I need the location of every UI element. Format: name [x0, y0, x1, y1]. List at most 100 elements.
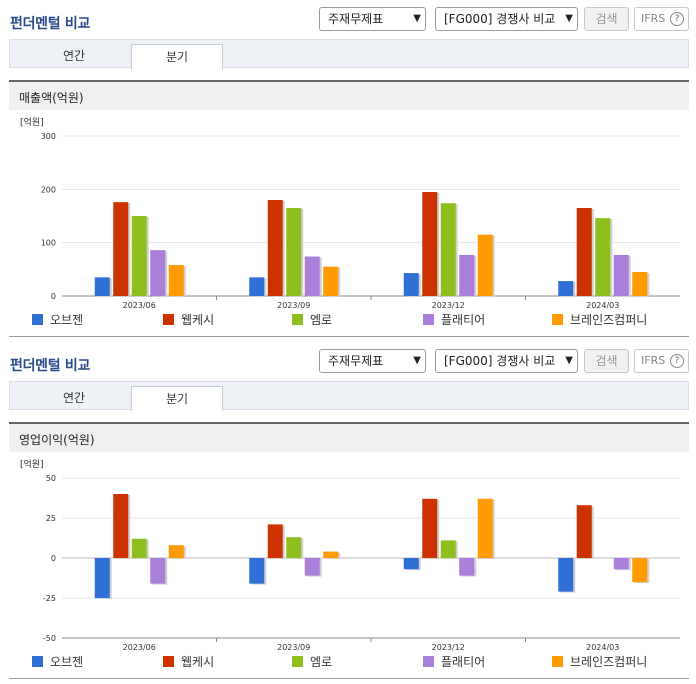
competitor-select[interactable]: [FG000] 경쟁사 비교 ▼ — [435, 349, 578, 373]
legend-swatch — [32, 656, 43, 667]
ifrs-label: IFRS — [641, 354, 666, 367]
bar-0-3 — [150, 250, 166, 296]
legend-swatch — [32, 314, 43, 325]
help-icon[interactable]: ? — [670, 12, 684, 26]
legend-item[interactable]: 플래티어 — [423, 311, 485, 328]
tab-annual[interactable]: 연간 — [62, 49, 86, 63]
legend-swatch — [552, 656, 563, 667]
bar-2-0 — [403, 273, 419, 296]
x-tick-label: 2024/03 — [586, 301, 619, 310]
legend-swatch — [552, 314, 563, 325]
tab-annual[interactable]: 연간 — [62, 391, 86, 405]
unit-label: [억원] — [20, 458, 44, 470]
legend-item[interactable]: 엠로 — [292, 311, 332, 328]
competitor-select-value: [FG000] 경쟁사 비교 — [444, 354, 556, 368]
statement-select[interactable]: 주재무제표 ▼ — [319, 349, 426, 373]
y-tick-label: 100 — [41, 239, 56, 248]
chevron-down-icon: ▼ — [565, 355, 573, 366]
legend-label: 플래티어 — [441, 655, 486, 669]
bar-1-2 — [286, 537, 302, 558]
tab-quarterly[interactable]: 분기 — [131, 386, 223, 411]
section-header: 영업이익(억원) — [9, 422, 689, 452]
chevron-down-icon: ▼ — [413, 13, 421, 24]
search-button[interactable]: 검색 — [584, 7, 629, 31]
bar-3-4 — [632, 558, 648, 582]
bar-0-3 — [150, 558, 166, 584]
bar-3-3 — [613, 254, 629, 296]
bar-2-1 — [422, 192, 438, 296]
bar-1-4 — [323, 266, 339, 296]
divider — [9, 336, 689, 337]
y-tick-label: 0 — [51, 292, 56, 301]
legend-item[interactable]: 오브젠 — [32, 653, 83, 670]
bar-3-3 — [613, 558, 629, 570]
bar-2-0 — [403, 558, 419, 570]
legend-label: 오브젠 — [50, 313, 84, 327]
chevron-down-icon: ▼ — [565, 13, 573, 24]
legend-item[interactable]: 브레인즈컴퍼니 — [552, 311, 647, 328]
legend-item[interactable]: 웹케시 — [163, 311, 214, 328]
bar-0-1 — [113, 494, 129, 558]
bar-3-0 — [558, 558, 574, 592]
panel-title: 펀더멘털 비교 — [10, 358, 91, 374]
y-tick-label: 50 — [46, 474, 56, 483]
x-tick-label: 2023/06 — [123, 301, 156, 310]
ifrs-button[interactable]: IFRS ? — [634, 349, 689, 373]
bar-3-0 — [558, 281, 574, 296]
bar-3-1 — [576, 208, 592, 296]
panel-title: 펀더멘털 비교 — [10, 16, 91, 32]
legend-label: 웹케시 — [181, 655, 215, 669]
fundamental-panel-operating-profit: 펀더멘털 비교 주재무제표 ▼ [FG000] 경쟁사 비교 ▼ 검색 IFRS… — [0, 342, 696, 684]
bar-3-1 — [576, 505, 592, 558]
bar-3-2 — [595, 218, 611, 296]
ifrs-button[interactable]: IFRS ? — [634, 7, 689, 31]
bar-2-1 — [422, 498, 438, 558]
legend-label: 브레인즈컴퍼니 — [570, 655, 648, 669]
legend-swatch — [423, 314, 434, 325]
bar-1-3 — [304, 256, 320, 296]
bar-1-3 — [304, 558, 320, 576]
legend-label: 엠로 — [310, 655, 333, 669]
legend-item[interactable]: 브레인즈컴퍼니 — [552, 653, 647, 670]
tab-quarterly[interactable]: 분기 — [131, 44, 223, 69]
period-tabs: 연간 분기 — [9, 39, 689, 69]
section-header: 매출액(억원) — [9, 80, 689, 110]
legend-swatch — [163, 314, 174, 325]
legend-item[interactable]: 웹케시 — [163, 653, 214, 670]
x-tick-label: 2024/03 — [586, 643, 619, 652]
bar-3-4 — [632, 272, 648, 296]
divider — [9, 678, 689, 679]
legend-swatch — [292, 656, 303, 667]
statement-select-value: 주재무제표 — [328, 12, 384, 26]
legend-swatch — [423, 656, 434, 667]
statement-select[interactable]: 주재무제표 ▼ — [319, 7, 426, 31]
bar-1-1 — [267, 200, 283, 296]
bar-0-0 — [94, 277, 110, 296]
panel-header: 펀더멘털 비교 주재무제표 ▼ [FG000] 경쟁사 비교 ▼ 검색 IFRS… — [0, 342, 696, 376]
bar-1-2 — [286, 208, 302, 296]
bar-1-0 — [249, 558, 265, 584]
competitor-select[interactable]: [FG000] 경쟁사 비교 ▼ — [435, 7, 578, 31]
bar-0-4 — [168, 545, 184, 558]
legend-item[interactable]: 오브젠 — [32, 311, 83, 328]
bar-0-2 — [131, 538, 147, 558]
bar-2-2 — [440, 540, 456, 558]
bar-1-1 — [267, 524, 283, 558]
ifrs-label: IFRS — [641, 12, 666, 25]
bar-0-4 — [168, 265, 184, 296]
help-icon[interactable]: ? — [670, 354, 684, 368]
search-button[interactable]: 검색 — [584, 349, 629, 373]
revenue-chart: [억원] 0 100 200 300 2023/06 2023/09 2023/12 2024/… — [20, 116, 680, 310]
bar-2-4 — [477, 234, 493, 296]
section-title: 매출액(억원) — [19, 91, 84, 105]
legend-item[interactable]: 엠로 — [292, 653, 332, 670]
legend-item[interactable]: 플래티어 — [423, 653, 485, 670]
legend-swatch — [163, 656, 174, 667]
legend-label: 오브젠 — [50, 655, 84, 669]
period-tabs: 연간 분기 — [9, 381, 689, 411]
chart-legend: 오브젠 웹케시 엠로 플래티어 브레인즈컴퍼니 — [0, 311, 696, 329]
legend-label: 브레인즈컴퍼니 — [570, 313, 648, 327]
chevron-down-icon: ▼ — [413, 355, 421, 366]
x-tick-label: 2023/12 — [432, 301, 465, 310]
legend-label: 웹케시 — [181, 313, 215, 327]
